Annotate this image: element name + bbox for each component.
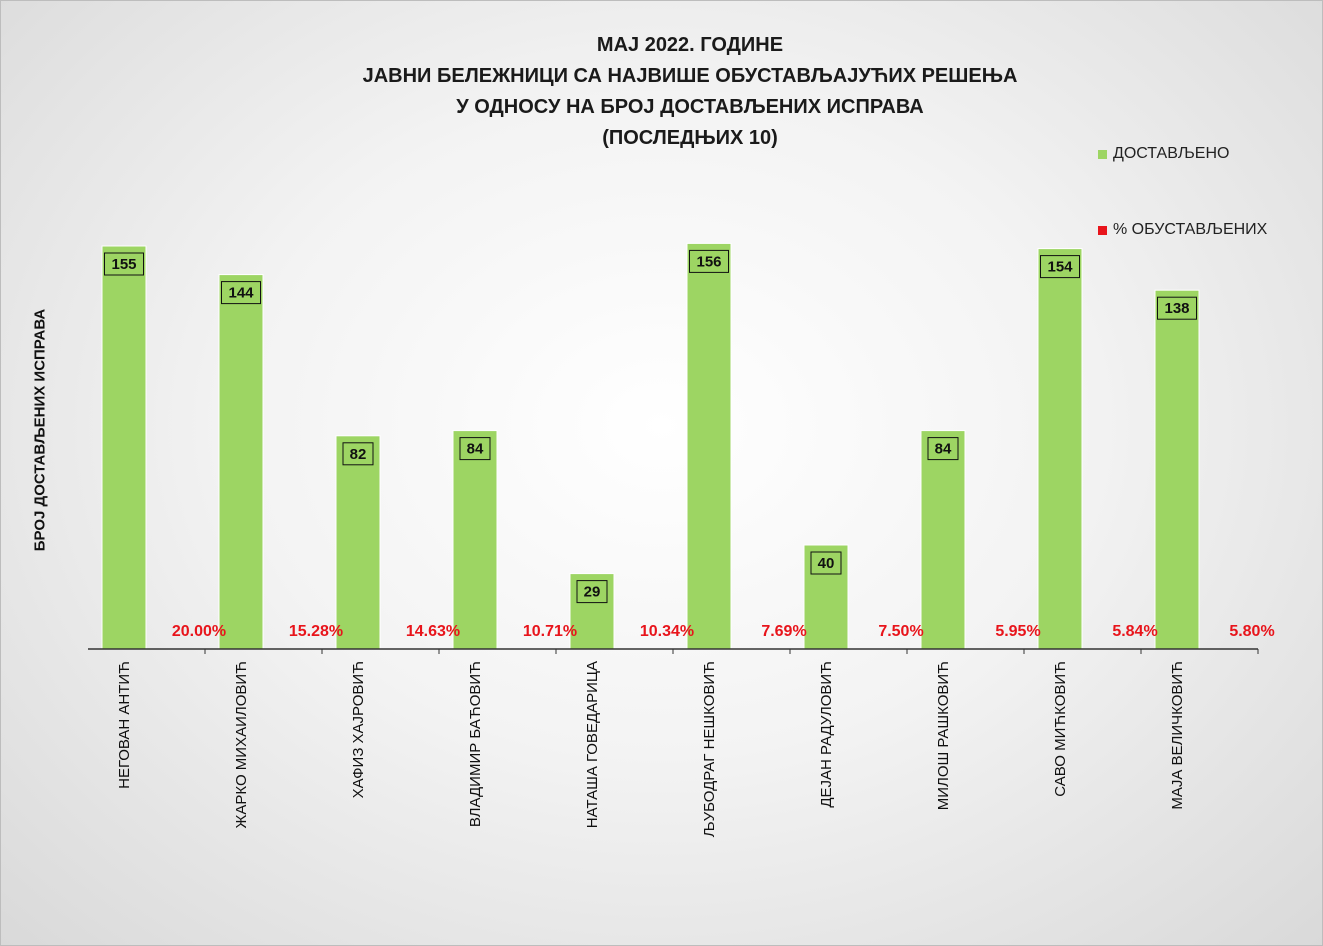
data-label-box xyxy=(1040,255,1080,279)
data-label-box xyxy=(810,551,842,575)
data-label: 84 xyxy=(467,441,484,458)
bar xyxy=(1037,248,1083,650)
percent-label: 7.50% xyxy=(878,623,923,640)
percent-label: 5.80% xyxy=(1229,623,1274,640)
title-line-2: ЈАВНИ БЕЛЕЖНИЦИ СА НАЈВИШЕ ОБУСТАВЉАЈУЋИ… xyxy=(362,65,1018,87)
data-label-box xyxy=(689,249,729,273)
bar xyxy=(101,245,147,650)
percent-label: 5.95% xyxy=(995,623,1040,640)
percent-label: 10.34% xyxy=(640,623,694,640)
category-label: ЖАРКО МИХАИЛОВИЋ xyxy=(233,661,250,828)
data-label-box xyxy=(1157,296,1197,320)
data-label: 144 xyxy=(228,285,254,302)
category-label: НЕГОВАН АНТИЋ xyxy=(116,661,133,789)
legend-swatch-delivered xyxy=(1098,149,1107,159)
percent-label: 15.28% xyxy=(289,623,343,640)
bar xyxy=(218,274,264,650)
data-label: 29 xyxy=(584,584,601,601)
data-label-box xyxy=(342,442,374,466)
data-label-box xyxy=(104,252,144,276)
legend-item-suspended: % ОБУСТАВЉЕНИХ xyxy=(1098,221,1267,239)
data-label: 40 xyxy=(818,555,835,572)
data-label: 155 xyxy=(111,256,136,273)
category-label: ВЛАДИМИР БАЋОВИЋ xyxy=(467,661,484,827)
data-label: 138 xyxy=(1164,300,1189,317)
title-line-4: (ПОСЛЕДЊИХ 10) xyxy=(602,127,778,149)
category-label: ХАФИЗ ХАЈРОВИЋ xyxy=(350,661,367,798)
bar xyxy=(335,435,381,650)
percent-label: 10.71% xyxy=(523,623,577,640)
category-label: НАТАША ГОВЕДАРИЦА xyxy=(584,661,601,828)
legend-item-delivered: ДОСТАВЉЕНО xyxy=(1098,145,1229,163)
percent-label: 14.63% xyxy=(406,623,460,640)
x-axis-category-labels: НЕГОВАН АНТИЋ ЖАРКО МИХАИЛОВИЋ ХАФИЗ ХАЈРО… xyxy=(116,661,1186,837)
percent-label: 5.84% xyxy=(1112,623,1157,640)
percent-label: 7.69% xyxy=(761,623,806,640)
title-line-3: У ОДНОСУ НА БРОЈ ДОСТАВЉЕНИХ ИСПРАВА xyxy=(456,96,924,118)
bar-series-delivered xyxy=(101,242,1200,650)
category-label: ДЕЈАН РАДУЛОВИЋ xyxy=(818,661,835,808)
category-label: ЉУБОДРАГ НЕШКОВИЋ xyxy=(701,661,718,837)
data-label-box xyxy=(459,437,491,461)
data-labels-suspended-percent: 20.00% 15.28% 14.63% 10.71% 10.34% 7.69% 7.50%… xyxy=(172,623,1275,640)
data-label: 82 xyxy=(350,446,367,463)
chart-title: МАЈ 2022. ГОДИНЕ ЈАВНИ БЕЛЕЖНИЦИ СА НАЈВ… xyxy=(290,30,1090,154)
data-label: 154 xyxy=(1047,259,1073,276)
percent-label: 20.00% xyxy=(172,623,226,640)
bar xyxy=(920,430,966,650)
bar xyxy=(1154,289,1200,650)
data-label-box xyxy=(927,437,959,461)
data-label-box xyxy=(221,281,261,305)
legend-label-delivered: ДОСТАВЉЕНО xyxy=(1113,145,1230,162)
bar xyxy=(452,430,498,650)
category-label: САВО МИЋКОВИЋ xyxy=(1052,661,1069,797)
data-label-box xyxy=(576,580,608,604)
legend-label-suspended: % ОБУСТАВЉЕНИХ xyxy=(1113,221,1268,238)
data-label: 156 xyxy=(696,253,721,270)
data-labels-delivered: 155 144 82 84 29 156 40 84 154 138 xyxy=(104,249,1197,604)
legend-swatch-suspended xyxy=(1098,225,1107,235)
title-line-1: МАЈ 2022. ГОДИНЕ xyxy=(596,34,784,56)
category-label: МАЈА ВЕЛИЧКОВИЋ xyxy=(1169,661,1186,810)
data-label: 84 xyxy=(935,441,952,458)
category-label: МИЛОШ РАШКОВИЋ xyxy=(935,661,952,810)
bar xyxy=(686,242,732,650)
